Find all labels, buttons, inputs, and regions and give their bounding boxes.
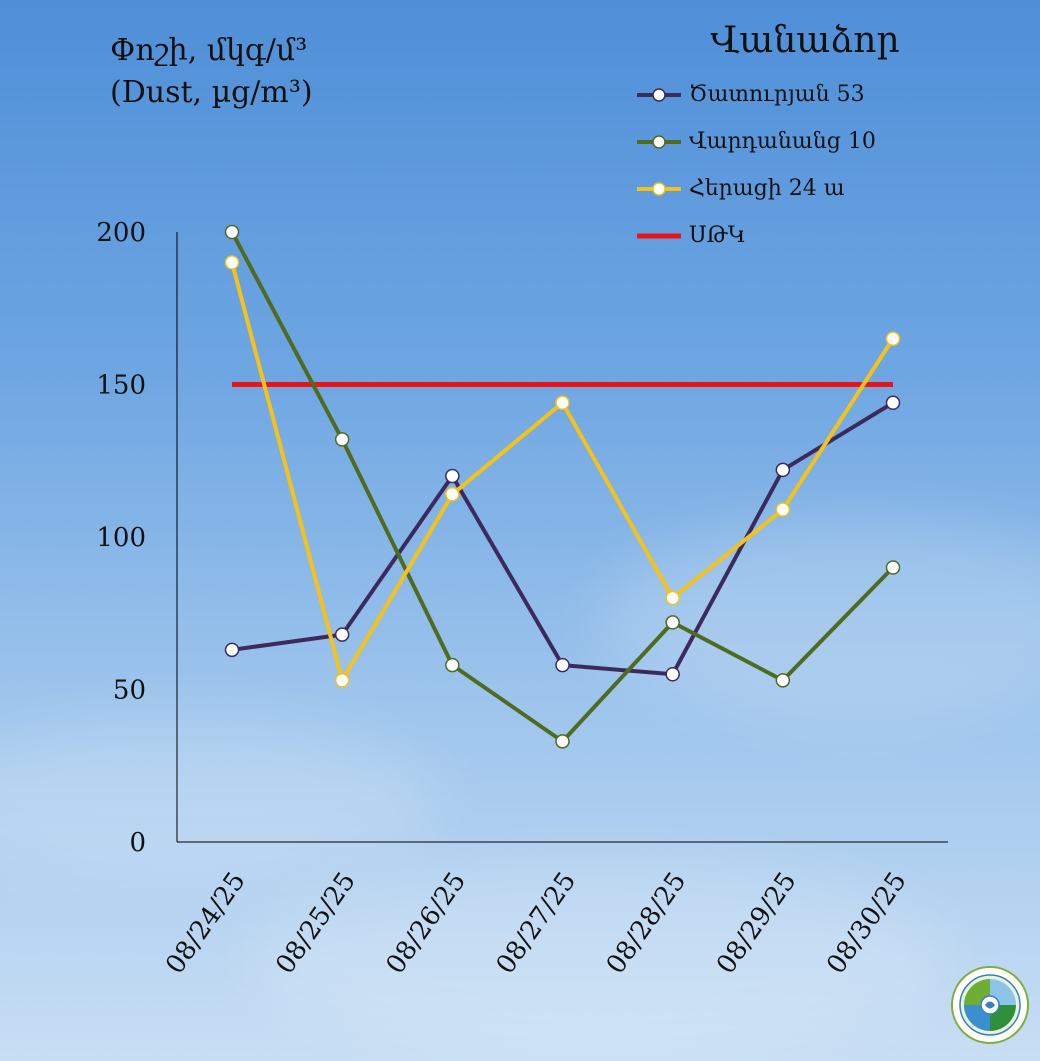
series-0-point	[775, 462, 791, 478]
legend-title: Վանաձոր	[710, 20, 900, 61]
series-1-point	[555, 734, 570, 749]
legend-label-series-1: Վարդանանց 10	[689, 129, 876, 154]
x-tick-label: 08/26/25	[381, 867, 473, 980]
y-axis-label-line2: (Dust, µg/m³)	[110, 75, 313, 110]
series-1-point	[775, 673, 791, 688]
series-2-point	[224, 255, 240, 270]
x-tick-label: 08/28/25	[601, 867, 693, 980]
series-2-point	[665, 590, 680, 606]
organization-logo	[951, 966, 1029, 1044]
legend-item-series-2: Հերացի 24 ա	[635, 165, 935, 212]
legend-swatch-series-0	[637, 87, 681, 102]
series-0-point	[665, 667, 680, 682]
legend-swatch-series-2	[637, 181, 681, 196]
y-tick-label: 100	[96, 523, 146, 553]
series-1-point	[665, 615, 680, 630]
legend-swatch-threshold	[637, 233, 681, 238]
legend-label-series-0: Ծատուրյան 53	[689, 82, 865, 107]
series-0-point	[885, 395, 901, 411]
y-tick-label: 0	[129, 828, 146, 858]
legend-item-threshold: ՍԹԿ	[635, 212, 935, 259]
series-0-point	[334, 627, 350, 642]
series-1-point	[445, 657, 460, 673]
series-1-point	[885, 560, 901, 575]
x-tick-label: 08/29/25	[711, 867, 803, 980]
x-tick-label: 08/25/25	[270, 867, 362, 980]
legend-item-series-1: Վարդանանց 10	[635, 118, 935, 165]
y-axis-label: Փոշի, մկգ/մ³ (Dust, µg/m³)	[110, 30, 313, 114]
legend-item-series-0: Ծատուրյան 53	[635, 71, 935, 118]
x-tick-label: 08/30/25	[821, 867, 913, 980]
series-1-point	[334, 432, 350, 447]
y-tick-label: 200	[96, 218, 146, 248]
series-2-point	[555, 395, 570, 411]
series-0-point	[224, 642, 240, 658]
series-0-point	[445, 468, 460, 484]
legend-label-threshold: ՍԹԿ	[689, 223, 746, 248]
series-2-point	[334, 673, 350, 688]
y-tick-label: 50	[113, 676, 146, 706]
y-axis-label-line1: Փոշի, մկգ/մ³	[110, 33, 308, 68]
series-2-point	[445, 487, 460, 502]
series-0-point	[555, 657, 570, 673]
series-1-point	[224, 224, 240, 240]
legend-label-series-2: Հերացի 24 ա	[689, 176, 845, 201]
series-2-point	[775, 502, 791, 517]
series-2-point	[885, 331, 901, 346]
y-tick-label: 150	[96, 371, 146, 401]
x-tick-label: 08/27/25	[491, 867, 583, 980]
legend: Վանաձոր Ծատուրյան 53 Վարդանանց 10 Հերացի…	[635, 20, 935, 259]
legend-swatch-series-1	[637, 134, 681, 149]
series-line-2	[230, 261, 895, 683]
x-tick-label: 08/24/25	[160, 867, 252, 980]
